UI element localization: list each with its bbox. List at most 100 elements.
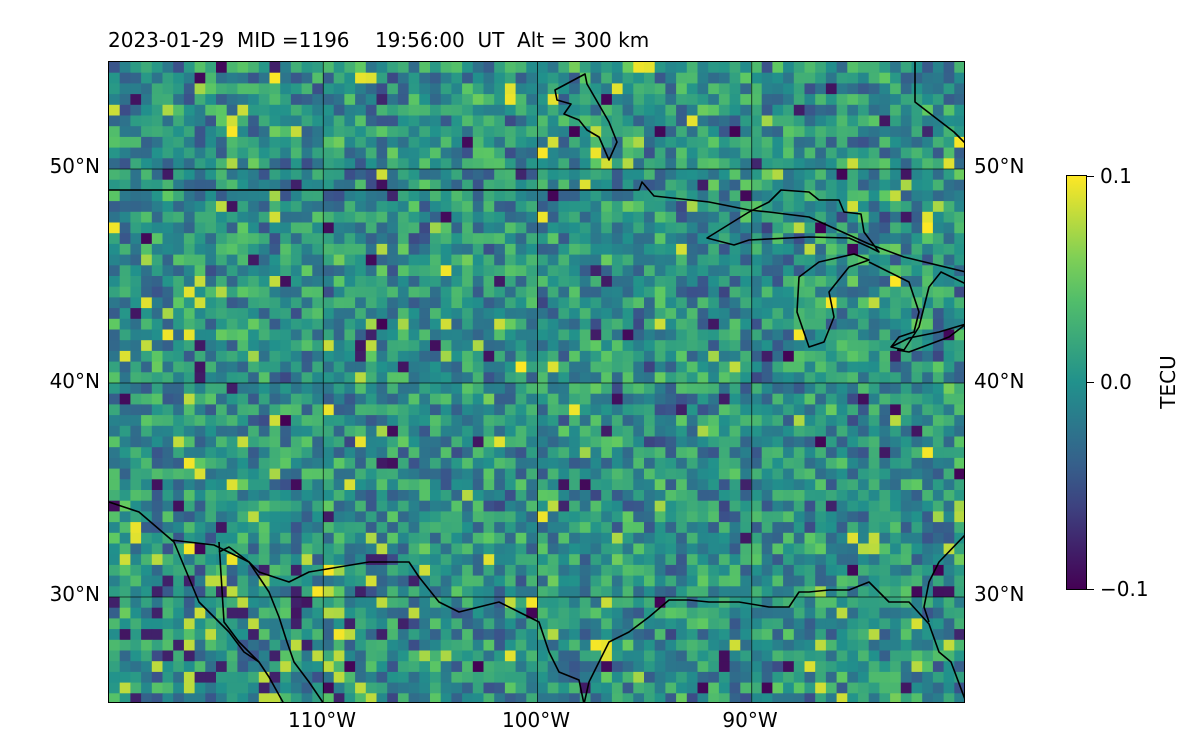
tec-cell (537, 468, 549, 480)
tec-cell (216, 629, 228, 641)
tec-cell (558, 72, 570, 84)
tec-cell (590, 607, 602, 619)
tec-cell (419, 318, 431, 331)
tec-cell (312, 479, 324, 491)
tec-cell (194, 500, 206, 512)
tec-cell (783, 340, 795, 352)
tec-cell (868, 94, 880, 106)
tec-cell (323, 147, 335, 159)
tec-cell (269, 265, 281, 277)
tec-cell (537, 94, 549, 106)
tec-cell (301, 436, 313, 448)
tec-cell (472, 586, 485, 598)
tec-cell (130, 318, 142, 331)
tec-cell (932, 254, 945, 266)
tec-cell (504, 586, 517, 598)
tec-cell (815, 201, 827, 213)
tec-cell (130, 479, 142, 491)
tec-cell (151, 650, 164, 662)
tec-cell (622, 72, 634, 84)
tec-cell (686, 597, 699, 609)
tec-cell (622, 136, 634, 149)
tec-cell (858, 211, 870, 224)
tec-cell (697, 490, 709, 502)
tec-cell (879, 597, 891, 609)
tec-cell (183, 629, 196, 641)
tec-cell (943, 586, 955, 598)
tec-cell (290, 682, 303, 694)
tec-cell (483, 94, 495, 106)
tec-cell (932, 340, 945, 352)
tec-cell (494, 115, 506, 127)
tec-cell (408, 586, 420, 598)
tec-cell (708, 693, 720, 702)
tec-cell (162, 201, 174, 213)
tec-cell (569, 94, 581, 106)
tec-cell (611, 62, 624, 74)
tec-cell (216, 522, 228, 534)
tec-cell (611, 222, 624, 234)
tec-cell (205, 222, 217, 234)
tec-cell (654, 94, 666, 106)
tec-cell (365, 564, 378, 577)
tec-cell (430, 564, 442, 577)
tec-cell (451, 415, 463, 427)
tec-cell (494, 254, 506, 266)
tec-cell (825, 243, 838, 256)
tec-cell (890, 682, 902, 694)
tec-cell (954, 254, 964, 266)
tec-cell (504, 522, 517, 534)
tec-cell (483, 607, 495, 619)
tec-cell (237, 308, 249, 320)
tec-cell (248, 575, 260, 587)
tec-cell (793, 661, 806, 673)
tec-cell (676, 629, 688, 641)
tec-cell (365, 468, 378, 480)
tec-cell (440, 682, 452, 694)
tec-cell (387, 618, 399, 630)
tec-cell (419, 308, 431, 320)
tec-cell (793, 94, 806, 106)
tec-cell (558, 661, 570, 673)
tec-cell (344, 661, 356, 673)
tec-cell (804, 650, 816, 662)
tec-cell (183, 543, 196, 555)
tec-cell (547, 243, 559, 256)
tec-cell (194, 564, 206, 577)
tec-cell (697, 447, 709, 459)
tec-cell (333, 500, 345, 512)
tec-cell (783, 511, 795, 523)
tec-cell (847, 243, 859, 256)
tec-cell (911, 297, 923, 309)
tec-cell (783, 650, 795, 662)
tec-cell (718, 179, 731, 191)
tec-cell (237, 597, 249, 609)
tec-cell (708, 607, 720, 619)
tec-cell (216, 222, 228, 234)
tec-cell (943, 671, 955, 684)
tec-cell (718, 436, 731, 448)
tec-cell (836, 671, 848, 684)
tec-cell (194, 158, 206, 170)
tec-cell (932, 104, 945, 117)
tec-cell (537, 115, 549, 127)
tec-cell (237, 500, 249, 512)
tec-cell (408, 468, 420, 480)
tec-cell (141, 158, 153, 170)
tec-cell (547, 618, 559, 630)
tec-cell (183, 72, 196, 84)
tec-cell (836, 511, 848, 523)
tec-cell (900, 243, 913, 256)
lat-label-left-30: 30°N (49, 582, 100, 606)
tec-cell (954, 393, 964, 405)
tec-cell (708, 436, 720, 448)
tec-cell (269, 329, 281, 341)
tec-cell (633, 233, 645, 245)
tec-cell (847, 201, 859, 213)
tec-cell (365, 554, 378, 566)
tec-cell (451, 72, 463, 84)
tec-cell (547, 361, 559, 373)
tec-cell (708, 586, 720, 598)
tec-cell (911, 115, 923, 127)
tec-cell (622, 308, 634, 320)
